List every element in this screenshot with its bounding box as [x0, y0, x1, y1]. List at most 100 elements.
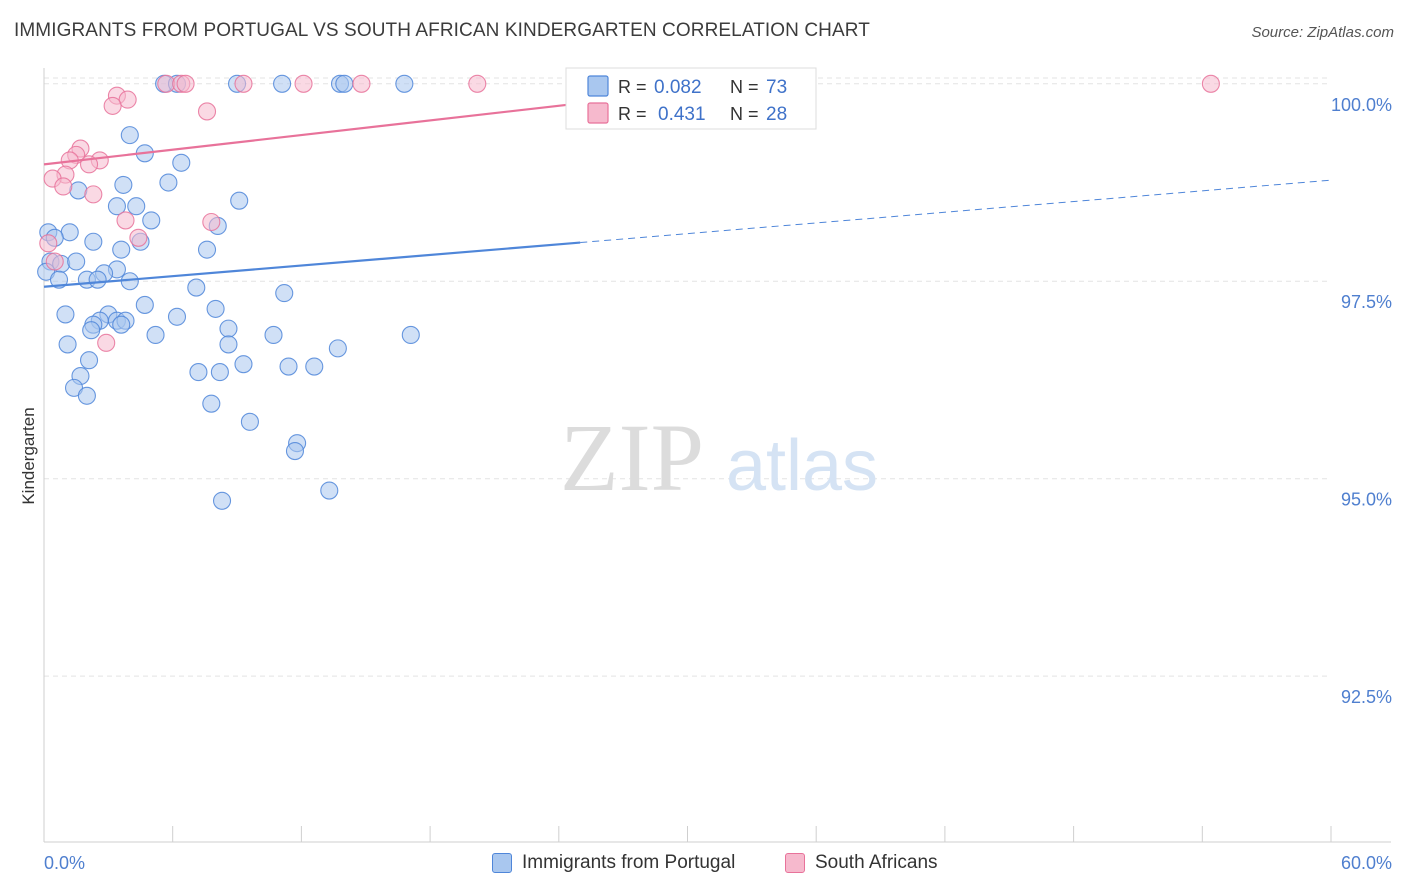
point-portugal — [264, 325, 283, 345]
point-portugal — [206, 299, 225, 318]
point-south-african — [468, 74, 487, 93]
point-portugal — [212, 491, 232, 510]
stats-r-label-2: R = — [618, 104, 647, 124]
point-portugal — [401, 325, 420, 345]
point-south-african — [103, 96, 122, 115]
legend-swatch-pink — [785, 853, 805, 873]
point-portugal — [172, 153, 191, 172]
point-portugal — [114, 175, 133, 194]
stats-n-label-1: N = — [730, 77, 759, 97]
point-portugal — [202, 394, 221, 413]
point-portugal — [279, 357, 298, 376]
point-south-african — [97, 333, 116, 352]
point-south-african — [234, 74, 253, 93]
point-portugal — [275, 284, 294, 303]
point-portugal — [219, 335, 238, 354]
watermark-atlas: atlas — [726, 426, 878, 506]
chart-title: IMMIGRANTS FROM PORTUGAL VS SOUTH AFRICA… — [14, 20, 870, 41]
point-portugal — [82, 321, 101, 340]
stats-r-value-1: 0.082 — [654, 77, 702, 98]
point-south-african — [84, 185, 103, 204]
legend-label-portugal: Immigrants from Portugal — [522, 852, 736, 873]
stats-legend: R = 0.082 N = 73 R = 0.431 N = 28 — [565, 67, 817, 130]
point-south-african — [197, 102, 217, 121]
point-portugal — [84, 232, 103, 251]
point-portugal — [77, 386, 96, 405]
point-south-african — [118, 90, 137, 109]
stats-swatch-pink — [587, 102, 609, 124]
point-south-african — [176, 74, 195, 93]
y-tick-label: 95.0% — [1341, 490, 1392, 510]
point-portugal — [240, 412, 259, 431]
y-tick-label: 97.5% — [1341, 292, 1392, 312]
watermark-zip: ZIP — [560, 404, 704, 511]
point-portugal — [56, 305, 75, 324]
grid-layer — [44, 77, 1331, 677]
point-portugal — [234, 355, 253, 374]
point-portugal — [112, 315, 131, 334]
trend-line-portugal — [43, 241, 581, 288]
point-portugal — [120, 126, 139, 145]
point-portugal — [67, 252, 86, 271]
axes-layer — [43, 68, 1391, 843]
point-portugal — [60, 223, 79, 242]
point-portugal — [219, 319, 238, 338]
point-south-african — [45, 252, 64, 271]
x-tick-label: 60.0% — [1341, 853, 1392, 873]
stats-n-value-1: 73 — [766, 77, 787, 98]
point-portugal — [167, 307, 187, 326]
stats-r-label-1: R = — [618, 77, 647, 97]
point-portugal — [230, 191, 249, 210]
point-portugal — [58, 335, 77, 354]
point-portugal — [107, 197, 126, 216]
watermark: ZIP atlas — [560, 404, 878, 511]
y-tick-labels: 100.0% 97.5% 95.0% 92.5% — [1331, 95, 1392, 707]
point-portugal — [146, 325, 165, 345]
point-portugal — [395, 74, 414, 93]
legend-item-portugal[interactable]: Immigrants from Portugal — [492, 852, 735, 874]
point-south-african — [116, 211, 135, 230]
legend-item-south-africans[interactable]: South Africans — [785, 852, 938, 874]
point-south-african — [157, 74, 176, 93]
stats-swatch-blue — [587, 75, 609, 97]
point-south-african — [1201, 74, 1220, 93]
point-portugal — [328, 339, 347, 358]
point-portugal — [189, 363, 208, 382]
point-south-african — [39, 234, 58, 253]
point-portugal — [135, 295, 154, 314]
point-portugal — [273, 74, 292, 93]
point-portugal — [159, 173, 178, 192]
point-south-african — [54, 177, 73, 196]
point-portugal — [49, 270, 69, 289]
point-south-african — [202, 212, 221, 232]
trend-line-portugal-extension — [580, 179, 1332, 244]
point-portugal — [142, 211, 161, 230]
legend-label-south-africans: South Africans — [815, 852, 938, 873]
source-label: Source: ZipAtlas.com — [1251, 24, 1394, 41]
point-portugal — [285, 442, 305, 461]
point-portugal — [79, 351, 99, 370]
stats-n-value-2: 28 — [766, 104, 787, 125]
point-south-african — [129, 228, 148, 247]
legend-swatch-blue — [492, 853, 512, 873]
point-portugal — [88, 270, 107, 289]
point-south-african — [294, 74, 313, 93]
point-portugal — [320, 481, 339, 500]
point-portugal — [210, 363, 229, 382]
stats-n-label-2: N = — [730, 104, 759, 124]
stats-r-value-2: 0.431 — [658, 104, 706, 125]
y-tick-label: 92.5% — [1341, 687, 1392, 707]
x-tick-label: 0.0% — [44, 853, 85, 873]
point-portugal — [127, 197, 146, 216]
point-portugal — [197, 240, 217, 259]
point-portugal — [335, 74, 354, 93]
y-tick-label: 100.0% — [1331, 95, 1392, 115]
y-axis-label: Kindergarten — [19, 407, 38, 504]
point-south-african — [352, 74, 371, 93]
x-tick-labels: 0.0% 60.0% — [44, 853, 1392, 873]
point-portugal — [305, 357, 324, 376]
point-portugal — [69, 181, 88, 200]
point-portugal — [187, 278, 206, 297]
point-portugal — [112, 240, 131, 259]
